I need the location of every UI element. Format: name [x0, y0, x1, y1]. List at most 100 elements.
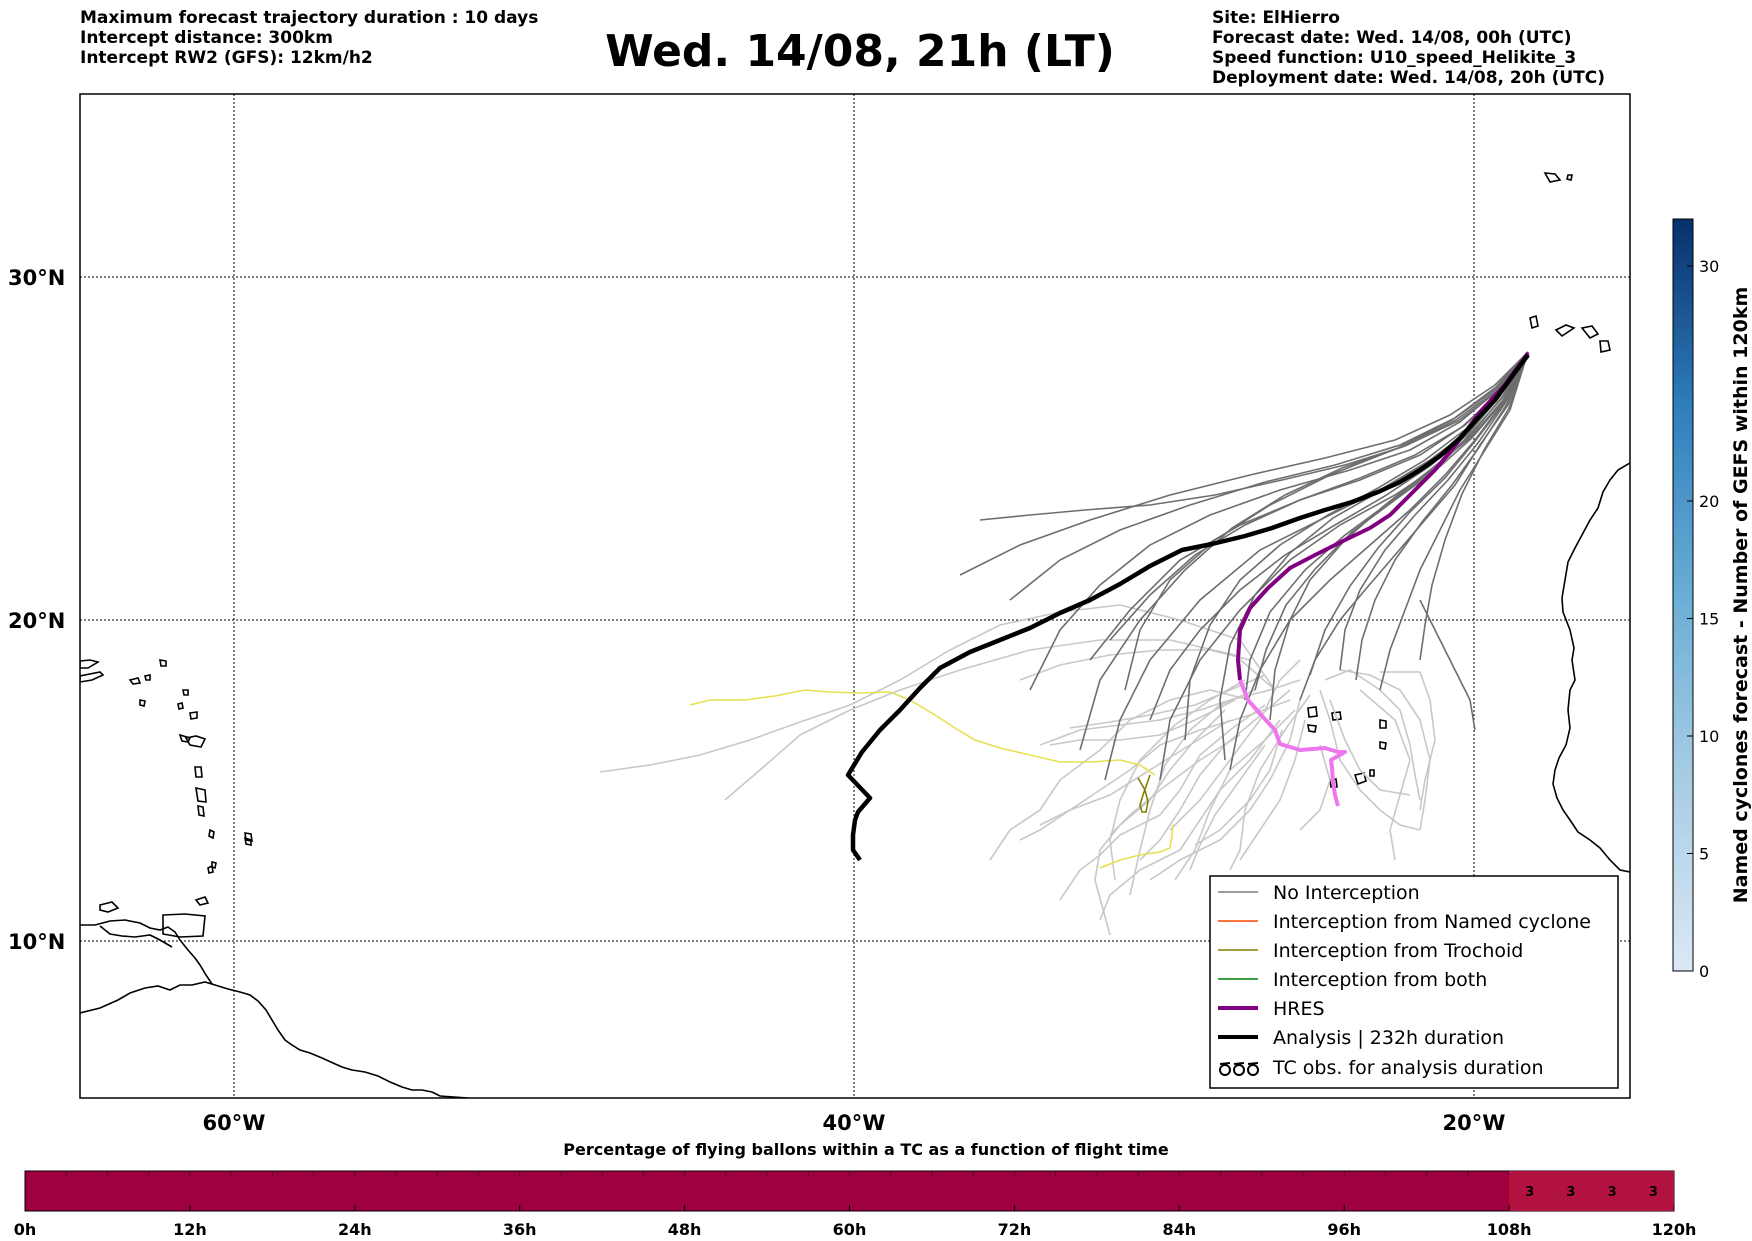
- track: [599, 604, 1276, 773]
- track: [1299, 744, 1331, 831]
- flight-bar-cell-value: 3: [1649, 1185, 1658, 1200]
- lon-label-60w: 60°W: [203, 1111, 266, 1135]
- virgin-islands: [128, 674, 151, 685]
- colorbar-tick-label: 15: [1699, 610, 1719, 629]
- margarita: [99, 901, 120, 913]
- flight-bar-tick-label: 0h: [14, 1220, 37, 1239]
- track: [979, 351, 1529, 521]
- legend-label-analysis: Analysis | 232h duration: [1273, 1027, 1504, 1049]
- canary-islands: [1529, 314, 1611, 353]
- track: [724, 639, 1276, 801]
- speed-function-text: Speed function: U10_speed_Helikite_3: [1212, 48, 1577, 68]
- track: [1419, 351, 1529, 661]
- track: [1039, 719, 1231, 826]
- page-title: Wed. 14/08, 21h (LT): [605, 26, 1115, 77]
- flight-bar-cell-value: 3: [1525, 1185, 1534, 1200]
- legend-label-hres: HRES: [1273, 998, 1325, 1020]
- flight-bar-cell: [1550, 1171, 1592, 1211]
- track: [1380, 671, 1436, 811]
- puerto-rico: [80, 671, 105, 683]
- analysis-track: [845, 353, 1530, 862]
- track: [989, 689, 1251, 861]
- track: [1324, 669, 1421, 801]
- hres-track-late: [1238, 679, 1347, 807]
- legend-item-named-cyclone: Interception from Named cyclone: [1218, 911, 1591, 933]
- colorbar-tick-label: 0: [1699, 962, 1709, 981]
- guadeloupe: [184, 735, 207, 748]
- track: [1339, 351, 1529, 671]
- track: [1359, 689, 1411, 861]
- cape-verde-island-7: [1369, 769, 1375, 777]
- yellow-track: [689, 689, 1174, 869]
- grenada: [207, 864, 214, 874]
- track: [1094, 709, 1226, 936]
- legend-item-no-interception: No Interception: [1218, 882, 1420, 904]
- islands-north: [177, 689, 189, 710]
- flight-time-bar: Percentage of flying ballons within a TC…: [14, 1140, 1697, 1239]
- flight-bar-cells: 3 3 3 3: [65, 1171, 1674, 1211]
- legend-item-analysis: Analysis | 232h duration: [1218, 1027, 1504, 1049]
- legend-label-trochoid: Interception from Trochoid: [1273, 940, 1523, 962]
- tobago: [194, 896, 210, 906]
- flight-bar-cell-value: 3: [1566, 1185, 1575, 1200]
- guadeloupe-north: [178, 733, 192, 743]
- track: [1149, 351, 1529, 721]
- track: [1069, 674, 1266, 729]
- cape-verde-island-5: [1379, 741, 1387, 750]
- st-vincent: [208, 828, 215, 840]
- legend-label-no-interception: No Interception: [1273, 882, 1420, 904]
- track: [1079, 351, 1529, 751]
- flight-bar-ticks: 0h 12h 24h 36h 48h 60h 72h 84h 96h 108h 120h: [14, 1205, 1697, 1239]
- track: [1049, 699, 1236, 746]
- lat-label-10n: 10°N: [8, 930, 65, 954]
- track: [1124, 351, 1529, 691]
- cape-verde-island-3: [1307, 724, 1317, 733]
- cape-verde-island-6: [1353, 772, 1367, 786]
- track: [1099, 719, 1281, 921]
- flight-bar-cell: [1632, 1171, 1674, 1211]
- legend-item-both: Interception from both: [1218, 969, 1487, 991]
- flight-bar-tick-label: 12h: [173, 1220, 207, 1239]
- colorbar-tick-label: 10: [1699, 727, 1719, 746]
- dominica: [194, 766, 203, 778]
- legend-label-both: Interception from both: [1273, 969, 1487, 991]
- martinique: [195, 786, 207, 803]
- lon-label-40w: 40°W: [823, 1111, 886, 1135]
- st-lucia: [197, 805, 205, 817]
- track: [1109, 679, 1246, 881]
- intercept-rw2-text: Intercept RW2 (GFS): 12km/h2: [80, 48, 373, 68]
- montserrat: [243, 836, 252, 846]
- cape-verde-island-4: [1379, 719, 1387, 729]
- map-legend: No Interception Interception from Named …: [1209, 875, 1619, 1089]
- track: [1355, 351, 1529, 681]
- track: [1254, 351, 1529, 691]
- hispaniola-edge: [80, 659, 101, 669]
- colorbar-ticks: 0 5 10 15 20 30: [1687, 257, 1719, 981]
- track: [1174, 709, 1296, 881]
- map-frame: [79, 93, 1631, 1099]
- track: [1229, 351, 1529, 771]
- track: [1149, 699, 1301, 881]
- lat-label-30n: 30°N: [8, 266, 65, 290]
- intercept-distance-text: Intercept distance: 300km: [80, 28, 333, 48]
- legend-item-hres: HRES: [1218, 998, 1325, 1020]
- cape-verde-island-2: [1331, 711, 1342, 721]
- lon-label-20w: 20°W: [1443, 1111, 1506, 1135]
- trajectory-parameters: Maximum forecast trajectory duration : 1…: [80, 8, 538, 68]
- flight-bar-tick-label: 96h: [1327, 1220, 1361, 1239]
- trochoid-interception-track: [1137, 774, 1151, 813]
- track: [1169, 659, 1301, 831]
- st-martin: [159, 659, 167, 667]
- track: [1319, 689, 1421, 831]
- track: [1329, 699, 1411, 796]
- track: [1239, 719, 1306, 861]
- track: [1419, 599, 1476, 731]
- track: [1244, 351, 1529, 701]
- trinidad: [162, 913, 206, 938]
- antigua: [189, 711, 198, 720]
- track: [1009, 351, 1529, 601]
- flight-bar-cell: [1509, 1171, 1551, 1211]
- max-duration-text: Maximum forecast trajectory duration : 1…: [80, 8, 539, 28]
- colorbar-gradient: [1672, 218, 1694, 972]
- flight-bar-tick-label: 120h: [1652, 1220, 1697, 1239]
